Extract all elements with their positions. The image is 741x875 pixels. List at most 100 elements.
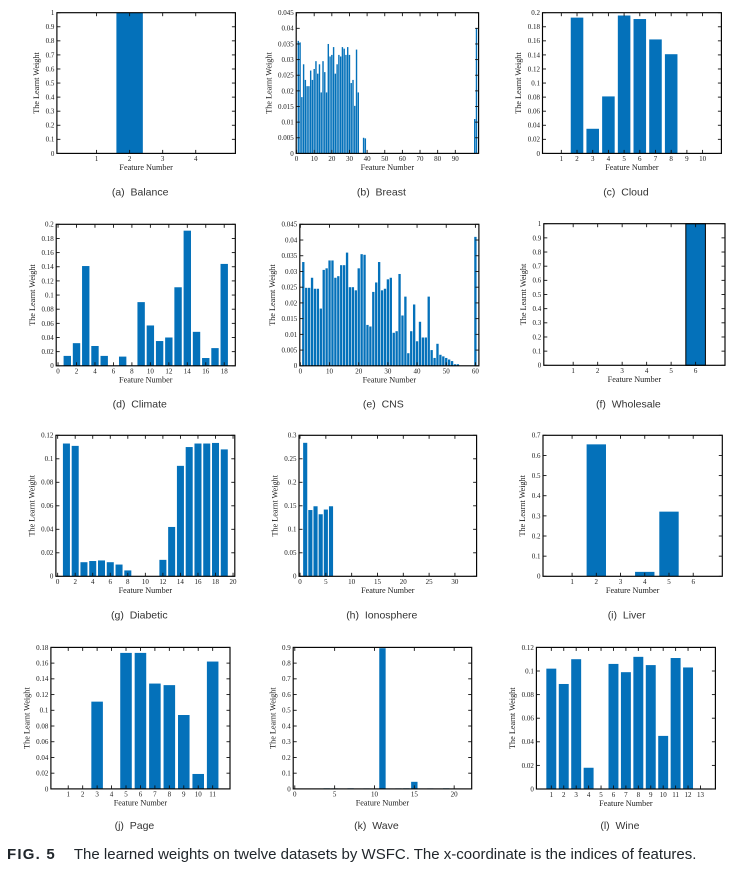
svg-text:(h) Ionosphere: (h) Ionosphere	[346, 610, 417, 622]
svg-text:40: 40	[364, 155, 372, 163]
svg-text:6: 6	[691, 578, 695, 586]
svg-text:0.18: 0.18	[528, 23, 541, 31]
svg-text:0.04: 0.04	[281, 25, 294, 33]
svg-text:3: 3	[620, 367, 624, 375]
svg-text:15: 15	[374, 578, 382, 586]
svg-text:18: 18	[221, 368, 229, 376]
svg-text:(l) Wine: (l) Wine	[600, 820, 639, 832]
svg-text:The Learnt Weight: The Learnt Weight	[264, 52, 273, 114]
svg-text:1: 1	[538, 220, 542, 228]
svg-text:0.1: 0.1	[45, 455, 54, 463]
svg-text:0.2: 0.2	[45, 221, 54, 229]
svg-text:0.2: 0.2	[531, 9, 540, 17]
svg-text:8: 8	[126, 578, 130, 586]
svg-text:0.3: 0.3	[282, 738, 291, 746]
svg-text:2: 2	[81, 791, 85, 799]
svg-text:0.02: 0.02	[41, 549, 54, 557]
svg-text:0.16: 0.16	[528, 37, 541, 45]
svg-text:6: 6	[638, 155, 642, 163]
svg-text:12: 12	[165, 368, 173, 376]
svg-text:0.15: 0.15	[284, 502, 297, 510]
svg-text:0.05: 0.05	[284, 549, 297, 557]
svg-text:0.4: 0.4	[46, 94, 55, 102]
svg-text:The Learnt Weight: The Learnt Weight	[23, 687, 32, 749]
svg-text:0.7: 0.7	[282, 675, 291, 683]
svg-text:2: 2	[595, 578, 599, 586]
svg-text:5: 5	[667, 578, 671, 586]
svg-text:0.9: 0.9	[46, 23, 55, 31]
svg-text:0.12: 0.12	[36, 691, 49, 699]
svg-text:4: 4	[93, 368, 97, 376]
svg-text:0.5: 0.5	[46, 79, 55, 87]
svg-text:(b) Breast: (b) Breast	[357, 187, 406, 199]
svg-text:0.1: 0.1	[40, 707, 49, 715]
svg-text:0: 0	[537, 573, 541, 581]
svg-text:20: 20	[400, 578, 408, 586]
svg-text:6: 6	[694, 367, 698, 375]
svg-text:0.03: 0.03	[285, 268, 298, 276]
svg-text:0.7: 0.7	[533, 263, 542, 271]
svg-text:(i) Liver: (i) Liver	[608, 610, 646, 622]
svg-text:10: 10	[147, 368, 155, 376]
svg-text:3: 3	[591, 155, 595, 163]
svg-text:0.1: 0.1	[288, 526, 297, 534]
svg-text:0.04: 0.04	[41, 526, 54, 534]
svg-text:0.14: 0.14	[41, 263, 54, 271]
svg-text:0.14: 0.14	[36, 675, 49, 683]
svg-text:90: 90	[452, 155, 460, 163]
svg-text:Feature Number: Feature Number	[608, 375, 662, 384]
svg-text:4: 4	[643, 578, 647, 586]
svg-text:0.18: 0.18	[36, 644, 49, 652]
svg-text:11: 11	[672, 791, 679, 799]
svg-text:0.01: 0.01	[285, 331, 298, 339]
svg-text:The Learnt Weight: The Learnt Weight	[519, 263, 528, 325]
svg-text:10: 10	[142, 578, 150, 586]
svg-text:(j) Page: (j) Page	[115, 820, 155, 832]
svg-text:0.1: 0.1	[46, 136, 55, 144]
svg-text:0: 0	[50, 573, 54, 581]
svg-text:0: 0	[51, 150, 55, 158]
svg-text:7: 7	[654, 155, 658, 163]
svg-text:0.2: 0.2	[532, 532, 541, 540]
svg-text:Feature Number: Feature Number	[119, 163, 173, 172]
svg-text:0.04: 0.04	[41, 334, 54, 342]
svg-text:0.14: 0.14	[528, 51, 541, 59]
svg-text:0: 0	[294, 362, 298, 370]
svg-text:10: 10	[348, 578, 356, 586]
svg-text:0.045: 0.045	[282, 221, 298, 229]
svg-text:8: 8	[168, 791, 172, 799]
svg-text:8: 8	[637, 791, 641, 799]
svg-text:0: 0	[45, 785, 49, 793]
svg-text:6: 6	[112, 368, 116, 376]
svg-text:2: 2	[596, 367, 600, 375]
svg-text:Feature Number: Feature Number	[119, 586, 173, 595]
svg-text:0.6: 0.6	[282, 691, 291, 699]
svg-text:60: 60	[472, 368, 480, 376]
svg-text:60: 60	[399, 155, 407, 163]
svg-text:2: 2	[75, 368, 79, 376]
svg-text:9: 9	[649, 791, 653, 799]
svg-text:30: 30	[384, 368, 392, 376]
svg-text:8: 8	[130, 368, 134, 376]
svg-text:0.02: 0.02	[522, 762, 535, 770]
svg-text:40: 40	[414, 368, 422, 376]
svg-text:7: 7	[153, 791, 157, 799]
svg-text:Feature Number: Feature Number	[356, 799, 410, 808]
svg-text:0.06: 0.06	[41, 502, 54, 510]
svg-text:(c) Cloud: (c) Cloud	[603, 187, 649, 199]
svg-text:1: 1	[550, 791, 554, 799]
svg-text:0: 0	[56, 578, 60, 586]
svg-text:16: 16	[202, 368, 210, 376]
svg-text:Feature Number: Feature Number	[114, 799, 168, 808]
svg-text:12: 12	[159, 578, 167, 586]
svg-text:4: 4	[110, 791, 114, 799]
svg-text:0: 0	[295, 155, 299, 163]
svg-text:14: 14	[177, 578, 185, 586]
svg-text:0: 0	[293, 573, 297, 581]
svg-text:14: 14	[184, 368, 192, 376]
svg-text:0.2: 0.2	[533, 333, 542, 341]
svg-text:5: 5	[599, 791, 603, 799]
svg-text:9: 9	[182, 791, 186, 799]
svg-text:The Learnt Weight: The Learnt Weight	[32, 52, 41, 114]
svg-text:2: 2	[73, 578, 77, 586]
